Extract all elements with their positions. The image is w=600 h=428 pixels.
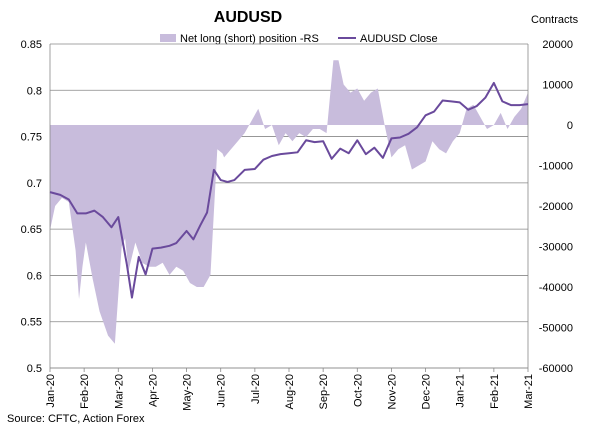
right-tick-label: -50000	[539, 323, 573, 335]
right-axis-title: Contracts	[531, 14, 579, 26]
right-tick-label: 20000	[542, 39, 573, 51]
right-tick-label: -10000	[539, 161, 573, 173]
right-tick-label: 10000	[542, 80, 573, 92]
net-position-area-layer	[50, 60, 528, 344]
left-tick-label: 0.85	[21, 39, 42, 51]
net-position-area	[50, 60, 528, 344]
x-tick-label: Feb-20	[79, 374, 91, 409]
legend-swatch-area	[160, 34, 176, 42]
left-tick-label: 0.8	[27, 85, 42, 97]
x-tick-label: Feb-21	[489, 374, 501, 409]
x-tick-label: Nov-20	[386, 374, 398, 409]
legend: Net long (short) position -RS AUDUSD Clo…	[160, 33, 438, 45]
x-tick-label: Sep-20	[318, 374, 330, 409]
x-tick-label: Dec-20	[421, 374, 433, 409]
left-tick-label: 0.75	[21, 132, 42, 144]
legend-label-line: AUDUSD Close	[360, 33, 438, 45]
right-axis-ticks: 20000 10000 0 -10000 -20000 -30000 -40000 -5000…	[539, 39, 573, 375]
x-tick-label: Jun-20	[216, 374, 228, 408]
audusd-line-layer	[49, 81, 529, 299]
legend-label-area: Net long (short) position -RS	[180, 33, 319, 45]
left-tick-label: 0.5	[27, 363, 42, 375]
x-tick-label: Aug-20	[284, 374, 296, 409]
audusd-close-line	[49, 81, 529, 299]
left-tick-label: 0.55	[21, 317, 42, 329]
x-tick-label: Jan-21	[455, 374, 467, 408]
x-tick-label: Mar-21	[523, 374, 535, 409]
left-tick-label: 0.6	[27, 270, 42, 282]
source-note: Source: CFTC, Action Forex	[7, 413, 145, 425]
x-tick-label: Jul-20	[250, 374, 262, 404]
right-tick-label: -40000	[539, 282, 573, 294]
right-tick-label: 0	[567, 120, 573, 132]
x-tick-label: Mar-20	[113, 374, 125, 409]
x-tick-label: Apr-20	[147, 374, 159, 407]
x-axis-ticks: Jan-20 Feb-20 Mar-20 Apr-20 May-20 Jun-20 Jul-…	[45, 368, 535, 411]
x-tick-label: Jan-20	[45, 374, 57, 408]
right-tick-label: -20000	[539, 201, 573, 213]
right-tick-label: -60000	[539, 363, 573, 375]
left-tick-label: 0.65	[21, 224, 42, 236]
right-tick-label: -30000	[539, 242, 573, 254]
chart-title: AUDUSD	[214, 9, 282, 26]
left-axis-ticks: 0.85 0.8 0.75 0.7 0.65 0.6 0.55 0.5	[21, 39, 42, 375]
x-tick-label: May-20	[182, 374, 194, 411]
x-tick-label: Oct-20	[352, 374, 364, 407]
left-tick-label: 0.7	[27, 178, 42, 190]
